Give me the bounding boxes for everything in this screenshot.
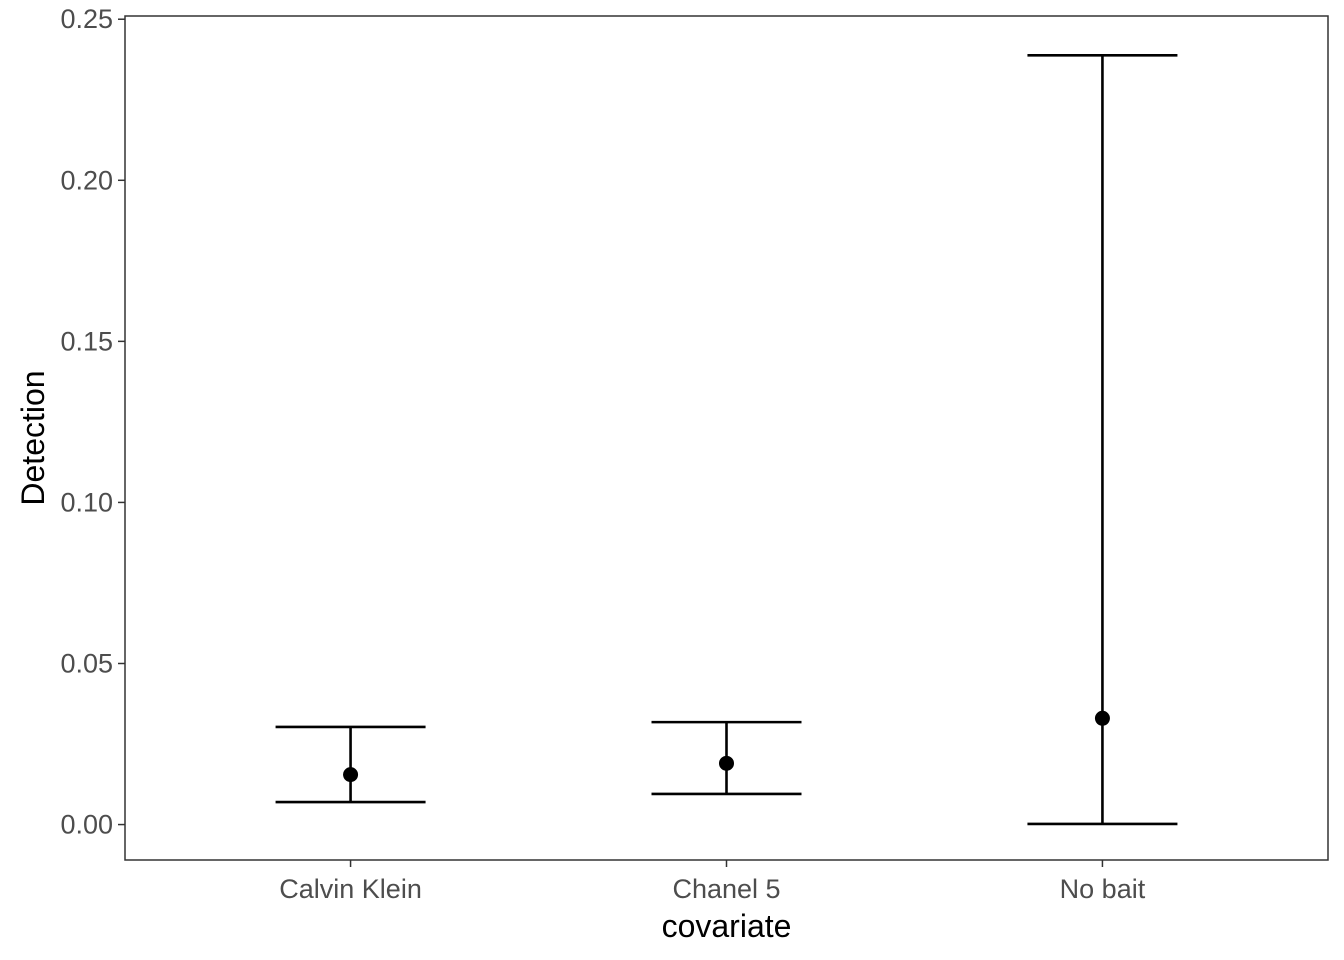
y-tick-label: 0.00: [60, 810, 113, 840]
data-point: [343, 767, 359, 783]
x-axis: Calvin Klein Chanel 5 No bait: [279, 860, 1146, 904]
y-tick-label: 0.15: [60, 326, 113, 356]
x-tick-label: Calvin Klein: [279, 874, 422, 904]
plot-marks: [275, 54, 1178, 826]
data-point: [719, 755, 734, 771]
x-axis-title: covariate: [662, 908, 792, 944]
y-tick-label: 0.25: [60, 4, 113, 34]
y-tick-label: 0.10: [60, 487, 113, 517]
data-point: [1094, 710, 1110, 726]
y-tick-label: 0.20: [60, 165, 113, 195]
y-axis-title: Detection: [15, 370, 51, 505]
x-tick-label: No bait: [1060, 874, 1146, 904]
x-tick-label: Chanel 5: [672, 874, 780, 904]
y-tick-label: 0.05: [60, 648, 113, 678]
y-axis: 0.00 0.05 0.10 0.15 0.20 0.25: [60, 4, 125, 840]
